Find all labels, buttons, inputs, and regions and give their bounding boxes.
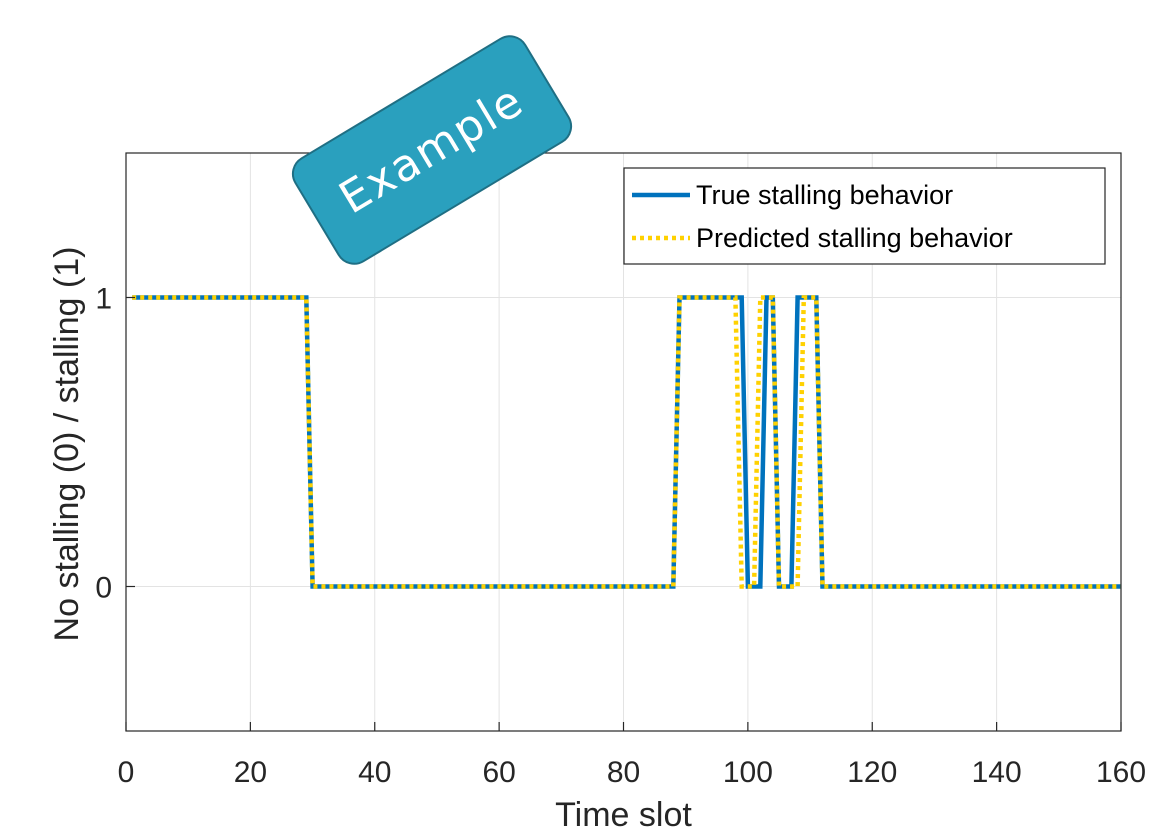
series-line-2 xyxy=(132,295,1121,589)
x-tick-label: 140 xyxy=(972,756,1022,789)
y-axis-ticks: 01 xyxy=(95,283,135,605)
y-tick-label: 1 xyxy=(95,283,112,316)
x-tick-label: 40 xyxy=(358,756,391,789)
x-axis-label: Time slot xyxy=(555,796,692,828)
x-tick-label: 0 xyxy=(118,756,135,789)
y-tick-label: 0 xyxy=(95,572,112,605)
legend: True stalling behavior Predicted stalling… xyxy=(623,167,1106,265)
series-line-1 xyxy=(132,295,1121,589)
example-badge: Example xyxy=(291,35,573,265)
x-tick-label: 80 xyxy=(607,756,640,789)
x-tick-label: 20 xyxy=(234,756,267,789)
x-axis-ticks: 0 20 40 60 80 100 120 140 160 xyxy=(118,722,1146,789)
series-layer xyxy=(132,295,1121,589)
x-tick-label: 60 xyxy=(482,756,515,789)
y-axis-label: No stalling (0) / stalling (1) xyxy=(48,247,86,642)
example-badge-shape xyxy=(291,35,573,265)
legend-label: True stalling behavior xyxy=(696,180,953,210)
legend-label: Predicted stalling behavior xyxy=(696,223,1013,253)
x-tick-label: 100 xyxy=(723,756,773,789)
x-tick-label: 160 xyxy=(1096,756,1146,789)
legend-box xyxy=(623,167,1106,265)
x-tick-label: 120 xyxy=(847,756,897,789)
